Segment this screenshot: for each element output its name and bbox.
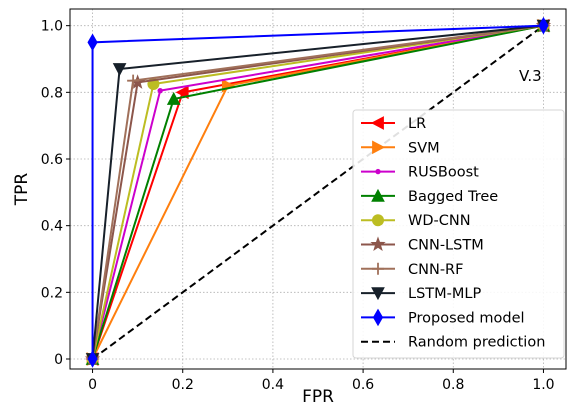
legend-label: SVM — [408, 140, 440, 156]
data-point — [371, 287, 385, 301]
data-point — [175, 85, 189, 100]
y-tick-label: 1.0 — [41, 19, 63, 35]
legend-label: LSTM-MLP — [408, 286, 481, 302]
x-tick-label: 0.8 — [442, 377, 464, 393]
data-point — [538, 16, 549, 35]
y-tick-label: 0.4 — [41, 219, 63, 235]
legend-item: SVM — [361, 140, 440, 156]
legend-item: WD-CNN — [361, 213, 471, 229]
x-tick-label: 0.2 — [172, 377, 194, 393]
legend-label: LR — [408, 116, 426, 132]
legend-item: CNN-RF — [361, 262, 463, 278]
y-axis-label: TPR — [12, 173, 32, 207]
data-point — [372, 262, 384, 275]
series-random-prediction — [91, 24, 545, 360]
data-point — [370, 236, 386, 252]
chart-annotation: V.3 — [519, 67, 542, 85]
legend-item: LSTM-MLP — [361, 286, 481, 302]
data-point — [112, 63, 127, 77]
legend-item: LR — [361, 116, 426, 132]
legend-item: RUSBoost — [361, 165, 479, 181]
data-point — [370, 116, 384, 130]
y-tick-label: 0.2 — [41, 285, 63, 301]
legend-label: Random prediction — [408, 335, 545, 351]
data-point — [166, 91, 181, 105]
x-tick-label: 0.6 — [352, 377, 374, 393]
axes-frame — [69, 8, 567, 370]
legend-item: Bagged Tree — [361, 188, 498, 205]
legend-item: Proposed model — [361, 308, 525, 327]
data-point — [371, 188, 385, 202]
data-point — [87, 33, 98, 52]
legend-box — [352, 109, 565, 359]
y-tick-label: 0.6 — [41, 152, 63, 168]
data-point — [372, 140, 386, 155]
legend-label: RUSBoost — [408, 165, 479, 181]
x-axis-label: FPR — [302, 387, 334, 407]
legend-label: WD-CNN — [408, 213, 471, 229]
series-proposed-model — [87, 16, 549, 368]
data-point — [372, 214, 384, 227]
x-tick-label: 0 — [88, 377, 97, 393]
legend: LR SVM RUSBoost Bagged Tree WD-CNN CNN-LSTM CN… — [352, 109, 565, 359]
y-tick-label: 0 — [54, 352, 63, 368]
series-layer — [84, 16, 552, 368]
legend-label: CNN-LSTM — [408, 238, 484, 254]
x-tick-label: 1.0 — [532, 377, 554, 393]
series-line — [91, 24, 545, 360]
legend-label: Bagged Tree — [408, 189, 498, 205]
y-tick-label: 0.8 — [41, 85, 63, 101]
x-tick-label: 0.4 — [262, 377, 284, 393]
data-point — [157, 87, 163, 94]
legend-label: Proposed model — [408, 310, 525, 326]
legend-item: Random prediction — [361, 335, 545, 351]
data-point — [372, 308, 384, 327]
data-point — [127, 74, 140, 87]
data-point — [87, 350, 98, 368]
legend-item: CNN-LSTM — [361, 236, 484, 254]
legend-label: CNN-RF — [408, 262, 463, 278]
axis-ticks: 0 0.2 0.4 0.6 0.8 1.0 0 0.2 0.4 0.6 0.8 1.0 — [41, 19, 555, 393]
data-point — [375, 168, 381, 175]
